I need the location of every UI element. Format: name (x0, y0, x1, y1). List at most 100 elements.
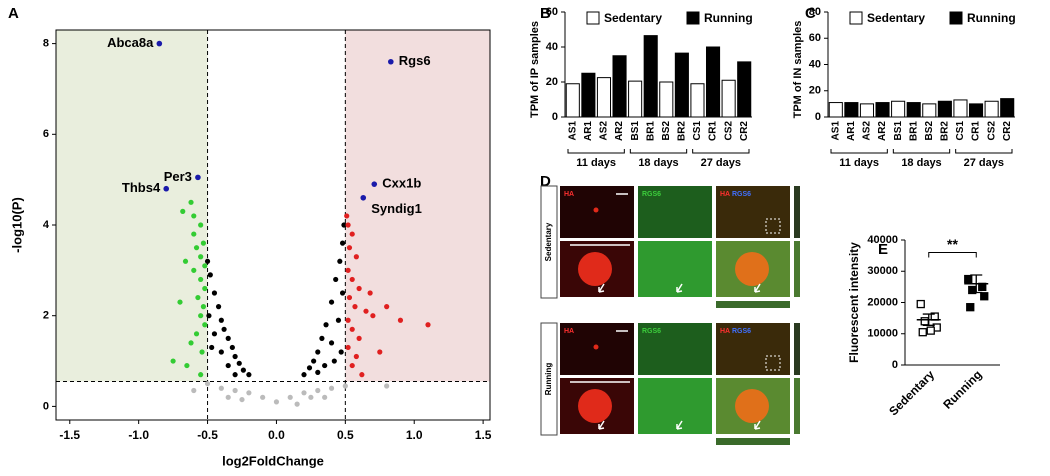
y-tick-label: 20000 (867, 296, 898, 308)
image-bottom (794, 378, 800, 434)
point (215, 304, 222, 310)
point (206, 313, 212, 319)
bar (875, 102, 890, 118)
channel-label: HA (720, 328, 730, 335)
gene-label: Rgs6 (399, 53, 431, 68)
significance-bracket (928, 252, 977, 258)
cell (578, 252, 612, 286)
x-tick-label: CS1 (692, 121, 703, 141)
x-tick-label: Running (940, 367, 984, 411)
bar (984, 100, 999, 118)
y-axis-title: TPM of IN samples (792, 21, 804, 119)
point (346, 245, 353, 251)
point (331, 358, 337, 364)
x-tick-label: AS2 (599, 121, 610, 141)
arrow (754, 420, 761, 430)
point (349, 231, 355, 237)
point (353, 353, 359, 360)
point (198, 372, 204, 378)
point (191, 267, 197, 273)
point (308, 394, 314, 400)
bar (953, 99, 968, 118)
image-top (794, 323, 800, 375)
y-tick-label: 2 (43, 310, 49, 322)
point (195, 294, 201, 301)
point (198, 222, 204, 228)
point (346, 294, 353, 301)
point (225, 335, 231, 341)
point (232, 353, 238, 360)
group-label: 18 days (638, 157, 678, 169)
gene-label: Per3 (164, 169, 192, 184)
bar (721, 79, 736, 118)
point (964, 274, 973, 284)
point (225, 394, 231, 400)
point (177, 299, 183, 305)
point (193, 245, 200, 251)
image-top (716, 186, 790, 238)
point (363, 308, 369, 314)
image-top (638, 186, 712, 238)
bar (859, 103, 875, 118)
legend-swatch (949, 11, 963, 25)
y-tick-label: 20 (809, 85, 821, 97)
x-tick-label: AR2 (614, 121, 625, 141)
x-tick-label: 1.5 (475, 428, 492, 442)
bar (565, 83, 580, 118)
point (229, 344, 235, 351)
x-tick-label: AS2 (862, 121, 873, 141)
y-tick-label: 0 (43, 400, 49, 412)
bar (737, 61, 752, 118)
legend-swatch (686, 11, 700, 25)
error-bar (970, 274, 983, 294)
x-tick-label: BR2 (677, 121, 688, 141)
point (198, 254, 204, 260)
point (218, 385, 224, 391)
group-label: 11 days (576, 157, 616, 169)
y-axis-title: TPM of IP samples (529, 21, 541, 118)
point (301, 372, 307, 378)
point (377, 349, 383, 355)
error-bar (922, 313, 935, 326)
x-tick-label: -1.5 (59, 428, 80, 442)
point (323, 322, 329, 328)
x-tick-label: -0.5 (197, 428, 218, 442)
point (966, 303, 975, 312)
bar (643, 35, 658, 118)
group-bracket (892, 149, 951, 154)
point (352, 304, 358, 310)
channel-label: HA (564, 191, 574, 198)
y-tick-label: 40 (546, 41, 558, 53)
point (339, 240, 346, 246)
point (202, 322, 208, 328)
x-tick-label: CR2 (739, 121, 750, 141)
point (202, 263, 208, 269)
x-tick-label: 0.5 (337, 428, 354, 442)
group-bracket (629, 149, 688, 154)
point (335, 317, 342, 323)
shade-up (345, 30, 490, 382)
x-tick-label: AR1 (583, 121, 594, 141)
point (225, 362, 231, 369)
inset-box (765, 355, 781, 371)
point (200, 240, 207, 246)
point (294, 401, 300, 407)
legend-label: Running (704, 11, 753, 25)
arrow (676, 283, 683, 293)
strip-image (716, 438, 790, 445)
point (188, 199, 194, 205)
point (204, 381, 211, 387)
x-tick-label: BR2 (940, 121, 951, 141)
x-tick-label: BR1 (908, 121, 919, 141)
y-axis-title: Fluorescent intensity (847, 242, 861, 363)
inset-box (765, 218, 781, 234)
point (218, 349, 224, 355)
point (345, 267, 351, 273)
x-tick-label: CS2 (723, 121, 734, 141)
point (180, 208, 186, 214)
x-tick-label: CR1 (708, 121, 719, 141)
point (211, 290, 218, 296)
bar (628, 80, 643, 118)
panel-label: C (805, 5, 816, 22)
group-bracket (830, 149, 888, 154)
